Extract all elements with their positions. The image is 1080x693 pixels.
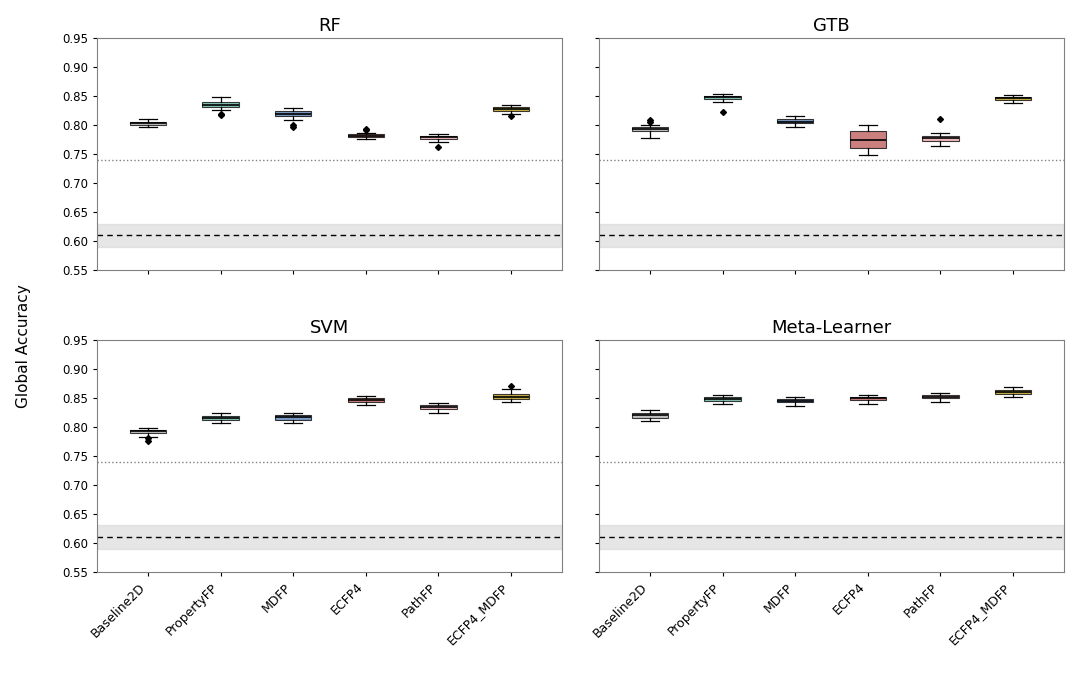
PathPatch shape xyxy=(348,398,384,402)
Bar xyxy=(97,525,562,549)
PathPatch shape xyxy=(130,122,166,125)
PathPatch shape xyxy=(202,102,239,107)
Bar xyxy=(599,525,1064,549)
PathPatch shape xyxy=(995,97,1031,100)
PathPatch shape xyxy=(922,136,959,141)
Title: RF: RF xyxy=(319,17,341,35)
PathPatch shape xyxy=(130,430,166,433)
PathPatch shape xyxy=(632,127,669,132)
Bar xyxy=(97,224,562,247)
Title: Meta-Learner: Meta-Learner xyxy=(771,319,892,337)
PathPatch shape xyxy=(777,119,813,123)
PathPatch shape xyxy=(704,397,741,401)
PathPatch shape xyxy=(492,107,529,111)
PathPatch shape xyxy=(275,415,311,420)
Text: Global Accuracy: Global Accuracy xyxy=(16,285,31,408)
PathPatch shape xyxy=(420,405,457,409)
Title: SVM: SVM xyxy=(310,319,349,337)
PathPatch shape xyxy=(202,416,239,420)
PathPatch shape xyxy=(704,96,741,99)
Bar xyxy=(599,224,1064,247)
PathPatch shape xyxy=(922,395,959,398)
PathPatch shape xyxy=(850,396,886,400)
PathPatch shape xyxy=(777,399,813,403)
PathPatch shape xyxy=(275,111,311,116)
PathPatch shape xyxy=(492,394,529,399)
Title: GTB: GTB xyxy=(813,17,850,35)
PathPatch shape xyxy=(632,413,669,418)
PathPatch shape xyxy=(995,390,1031,394)
PathPatch shape xyxy=(850,131,886,148)
PathPatch shape xyxy=(420,136,457,139)
PathPatch shape xyxy=(348,134,384,137)
